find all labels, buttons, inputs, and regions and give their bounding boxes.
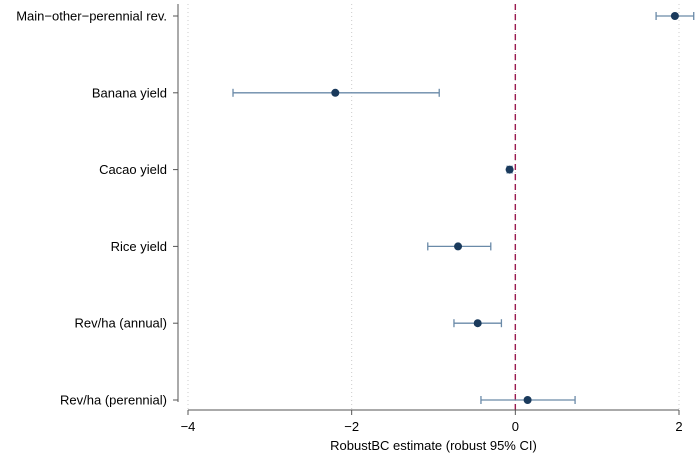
x-tick-label: 0 (512, 419, 519, 434)
category-label: Rice yield (111, 239, 167, 254)
x-tick-labels: −4 −2 0 2 (181, 419, 683, 434)
axes (173, 4, 680, 415)
category-label: Cacao yield (99, 162, 167, 177)
x-tick-label: −2 (344, 419, 359, 434)
category-label: Rev/ha (annual) (75, 316, 168, 331)
estimates-and-intervals (232, 12, 695, 404)
category-labels: Main−other−perennial rev. Banana yield Cac… (16, 9, 167, 408)
estimate-point (505, 165, 514, 174)
estimate-point (331, 88, 340, 97)
estimate-point (670, 12, 679, 20)
x-axis-title: RobustBC estimate (robust 95% CI) (330, 438, 537, 453)
x-tick-label: 2 (675, 419, 682, 434)
category-label: Main−other−perennial rev. (16, 9, 167, 24)
estimate-point (473, 319, 482, 328)
estimate-point (523, 396, 532, 404)
category-label: Rev/ha (perennial) (60, 393, 167, 408)
vertical-gridlines (187, 4, 680, 410)
category-label: Banana yield (92, 85, 167, 100)
x-tick-label: −4 (181, 419, 196, 434)
estimate-point (454, 242, 463, 251)
